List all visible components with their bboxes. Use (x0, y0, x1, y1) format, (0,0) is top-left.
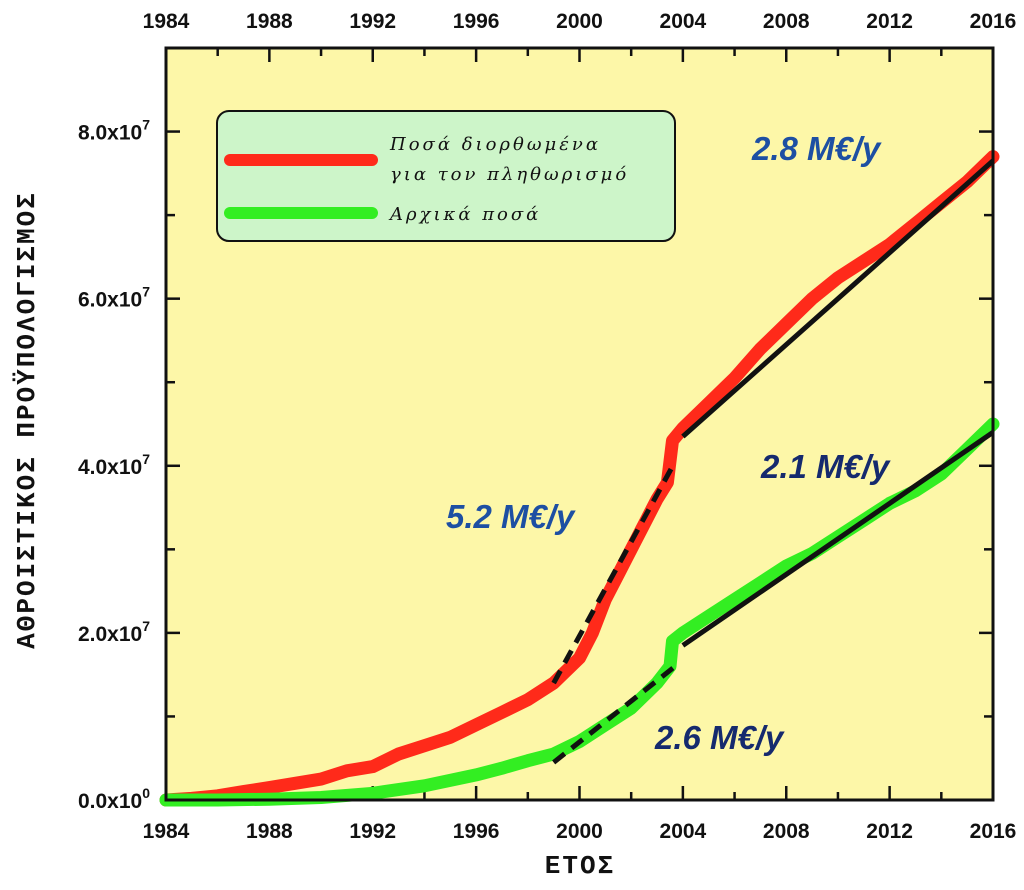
rate-label-red-1999-2003: 5.2 M€/y (446, 498, 576, 535)
x-tick-labels-top: 1984 1988 1992 1996 2000 2004 2008 2012 2016 (143, 10, 1017, 33)
y-tick-label: 6.0x107 (78, 284, 150, 312)
x-tick-label-bottom: 2004 (660, 820, 707, 843)
x-tick-label-top: 1992 (349, 10, 396, 33)
y-tick-label: 0.0x100 (78, 785, 150, 813)
fit-line-solid (681, 430, 995, 648)
fit-line-solid (681, 158, 995, 439)
plot-frame (164, 46, 995, 802)
y-axis-title: ΑΘΡΟΙΣΤΙΚΟΣ ΠΡΟΫΠΟΛΟΓΙΣΜΟΣ (12, 191, 42, 649)
rate-label-green-after-2004: 2.1 M€/y (760, 448, 891, 485)
series-line-inflation-adjusted (159, 150, 1000, 807)
rate-label-green-1999-2003: 2.6 M€/y (654, 719, 785, 756)
trend-lines (551, 158, 995, 765)
x-tick-label-top: 2016 (970, 10, 1017, 33)
x-tick-label-top: 1984 (143, 10, 190, 33)
x-tick-label-bottom: 2008 (763, 820, 810, 843)
x-tick-label-bottom: 1992 (349, 820, 396, 843)
x-tick-label-top: 2008 (763, 10, 810, 33)
legend-label-inflation-adjusted-line2: για τον πληθωρισμό (390, 164, 629, 185)
x-tick-label-bottom: 1984 (143, 820, 190, 843)
fit-line-dashed (551, 460, 678, 685)
y-tick-label: 8.0x107 (78, 117, 150, 145)
x-tick-labels-bottom: 1984 1988 1992 1996 2000 2004 2008 2012 2016 (143, 820, 1017, 843)
x-tick-label-top: 2004 (660, 10, 707, 33)
x-axis-title: ΕΤΟΣ (545, 851, 615, 881)
x-tick-label-top: 2000 (556, 10, 603, 33)
x-tick-label-bottom: 2000 (556, 820, 603, 843)
x-tick-label-bottom: 1988 (246, 820, 293, 843)
fit-line-dashed (552, 664, 677, 765)
legend-label-inflation-adjusted-line1: Ποσά διορθωμένα (389, 134, 601, 155)
x-tick-label-top: 1988 (246, 10, 293, 33)
rate-label-red-after-2004: 2.8 M€/y (751, 130, 882, 167)
legend: Ποσά διορθωμένα για τον πληθωρισμό Αρχικ… (216, 110, 676, 242)
x-tick-label-bottom: 2016 (970, 820, 1017, 843)
y-tick-label: 4.0x107 (78, 451, 150, 479)
legend-label-original-amounts: Αρχικά ποσά (388, 204, 541, 225)
x-tick-label-top: 1996 (453, 10, 500, 33)
y-tick-label: 2.0x107 (78, 618, 150, 646)
x-tick-label-bottom: 2012 (866, 820, 913, 843)
x-tick-label-bottom: 1996 (453, 820, 500, 843)
x-tick-label-top: 2012 (866, 10, 913, 33)
y-tick-labels: 0.0x100 2.0x107 4.0x107 6.0x107 8.0x107 (78, 117, 150, 813)
